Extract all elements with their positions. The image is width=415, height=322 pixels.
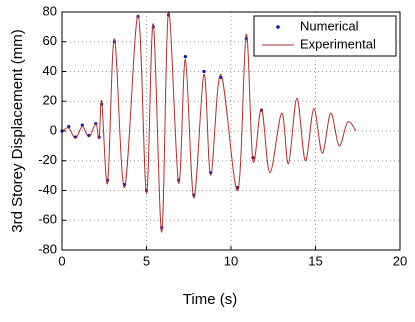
y-tick-label: 60 [43, 33, 57, 48]
legend-label: Numerical [300, 18, 359, 33]
x-tick-label: 5 [143, 253, 150, 268]
x-tick-label: 0 [58, 253, 65, 268]
data-line [61, 11, 357, 233]
y-tick-label: 80 [43, 3, 57, 18]
y-axis-label: 3rd Storey Displacement (mm) [9, 29, 26, 232]
y-tick-label: 0 [50, 122, 57, 137]
x-tick-label: 20 [393, 253, 407, 268]
y-tick-label: -20 [38, 152, 57, 167]
y-tick-label: -40 [38, 182, 57, 197]
legend-label: Experimental [300, 36, 376, 51]
legend-box [253, 15, 397, 57]
y-tick-label: -80 [38, 241, 57, 256]
data-point [80, 123, 84, 127]
plot-frame [61, 11, 401, 251]
data-point [183, 55, 187, 59]
y-tick-label: 40 [43, 63, 57, 78]
y-tick-label: 20 [43, 93, 57, 108]
data-point [202, 69, 206, 74]
y-tick-label: -60 [38, 212, 57, 227]
x-axis-label: Time (s) [183, 291, 237, 308]
legend-marker [276, 25, 280, 29]
x-tick-label: 10 [224, 253, 238, 268]
x-tick-label: 15 [308, 253, 322, 268]
